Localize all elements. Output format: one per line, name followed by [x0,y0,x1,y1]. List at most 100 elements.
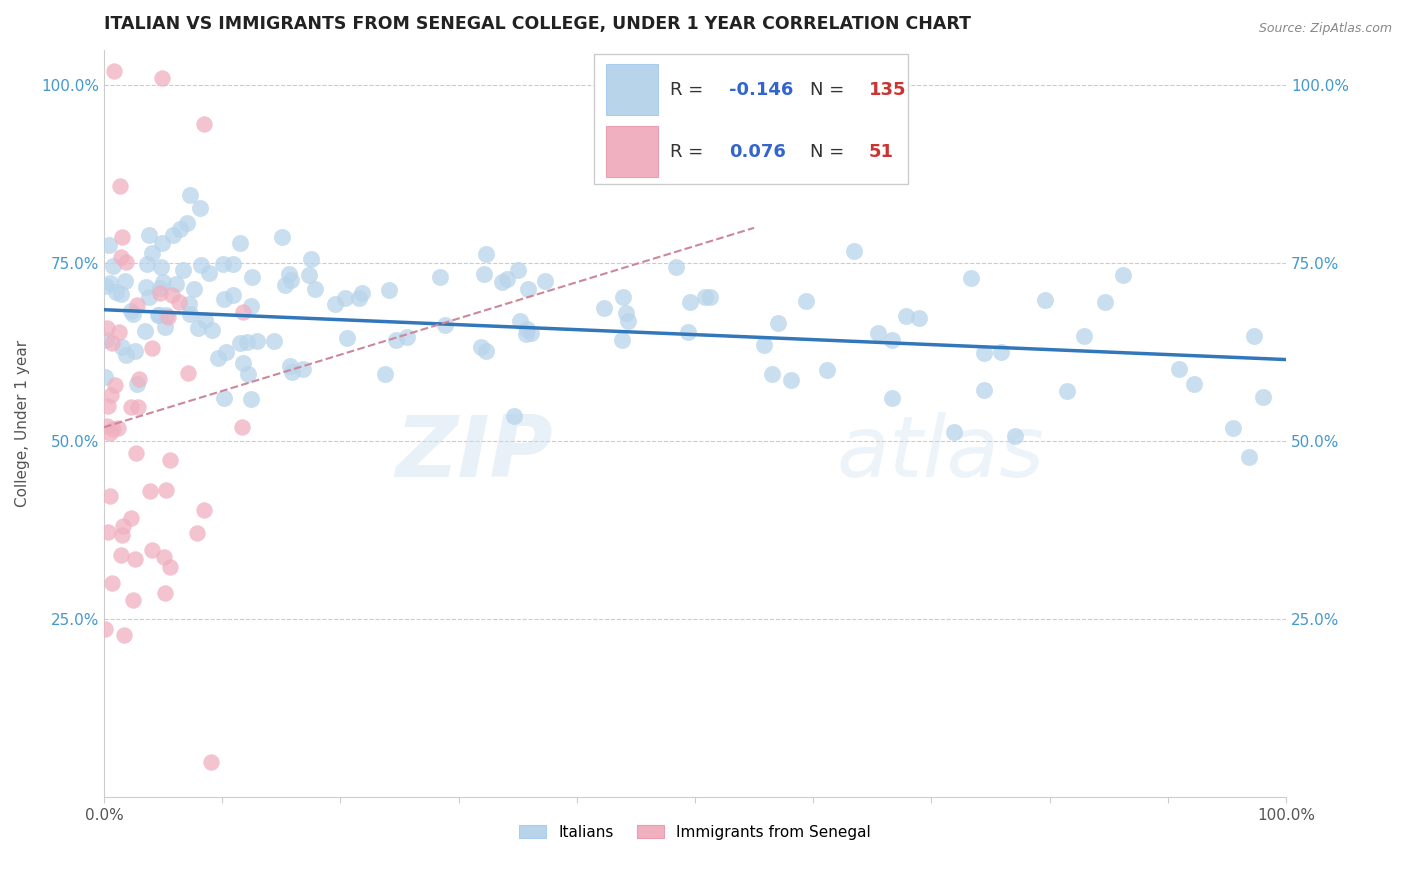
Point [429,270,451,285]
Point [699,290,721,304]
Point [167,295,190,310]
Point [155,483,177,498]
Point [817,363,839,377]
Point [193,503,215,517]
Point [502,409,524,424]
FancyBboxPatch shape [595,54,908,185]
Point [103,64,125,78]
Y-axis label: College, Under 1 year: College, Under 1 year [15,340,30,508]
Point [183,282,205,296]
Point [194,312,217,326]
Point [152,235,174,250]
Point [150,70,173,85]
Point [506,262,529,277]
Point [1168,362,1191,376]
Point [153,586,176,600]
Point [138,228,160,243]
Point [135,257,157,271]
Point [120,304,142,318]
Point [157,310,180,325]
Point [350,285,373,300]
Point [280,359,302,373]
Point [1004,429,1026,443]
Point [516,282,538,296]
Point [98,490,121,504]
FancyBboxPatch shape [606,63,658,115]
Point [474,267,496,281]
Point [193,117,215,131]
Point [111,340,134,354]
Point [374,367,396,381]
Point [201,323,224,337]
Point [100,335,122,350]
Point [222,257,245,271]
Point [108,178,131,193]
Text: atlas: atlas [837,412,1045,495]
Point [124,552,146,566]
Point [96,418,118,433]
Point [152,275,174,289]
Text: -0.146: -0.146 [730,80,793,98]
Point [152,550,174,565]
Point [172,263,194,277]
Point [207,351,229,365]
Point [186,320,208,334]
Point [111,229,134,244]
Point [766,317,789,331]
Point [299,252,322,267]
Point [866,326,889,341]
Point [232,305,254,319]
Point [794,294,817,309]
Point [515,326,537,341]
Point [94,333,117,347]
Point [842,244,865,258]
Point [124,344,146,359]
Point [470,340,492,354]
Point [1035,293,1057,308]
Point [110,250,132,264]
Point [107,326,129,340]
Point [1111,268,1133,283]
Point [298,268,321,283]
Point [291,362,314,376]
Point [304,282,326,296]
Point [679,295,702,310]
Text: N =: N = [810,143,849,161]
Point [112,627,135,641]
Point [907,310,929,325]
Point [880,333,903,347]
Point [110,548,132,562]
Text: 51: 51 [869,143,894,161]
Point [491,275,513,289]
Point [98,238,121,252]
Point [612,290,634,304]
Point [148,285,170,300]
Point [94,369,117,384]
Point [231,420,253,434]
Point [434,318,457,332]
Point [1253,390,1275,404]
Point [159,453,181,467]
Point [149,280,172,294]
Point [177,297,200,311]
Point [516,322,538,336]
Point [384,333,406,347]
Point [100,576,122,591]
Point [215,344,238,359]
Legend: Italians, Immigrants from Senegal: Italians, Immigrants from Senegal [513,819,877,846]
Point [229,336,252,351]
Point [120,511,142,525]
Point [111,528,134,542]
Point [496,272,519,286]
Point [1094,294,1116,309]
Point [179,187,201,202]
Point [165,277,187,292]
Text: R =: R = [671,143,709,161]
Text: ITALIAN VS IMMIGRANTS FROM SENEGAL COLLEGE, UNDER 1 YEAR CORRELATION CHART: ITALIAN VS IMMIGRANTS FROM SENEGAL COLLE… [104,15,972,33]
Point [96,321,118,335]
Point [176,216,198,230]
Text: R =: R = [671,80,709,98]
Point [665,260,688,274]
Point [186,526,208,541]
Point [693,290,716,304]
